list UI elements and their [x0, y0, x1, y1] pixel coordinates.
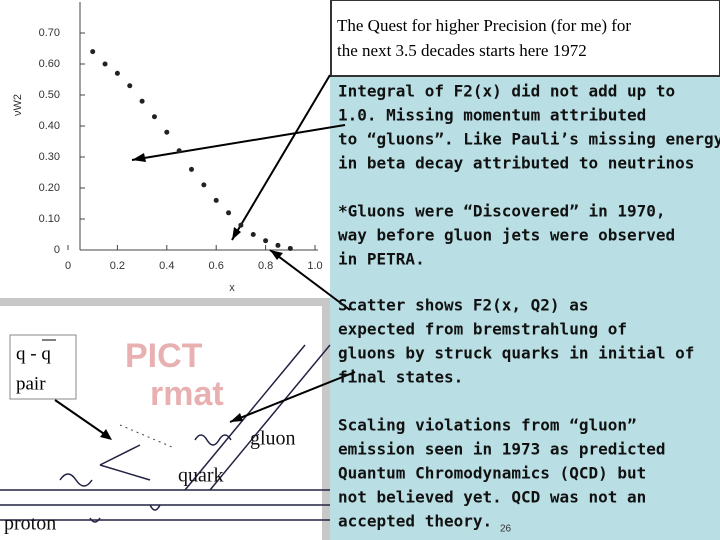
x-tick-label: 1.0 [307, 260, 322, 272]
placeholder-text: rmat [150, 375, 224, 413]
body-text: Integral of F2(x) did not add up to [338, 82, 675, 101]
data-point [114, 70, 120, 76]
y-tick-label: 0.60 [39, 58, 60, 70]
feynman-lines [0, 344, 331, 523]
data-point [164, 129, 170, 135]
body-text: gluons by struck quarks in initial of [338, 344, 694, 363]
x-tick-label: 0.2 [110, 260, 125, 272]
pair-box [9, 334, 77, 400]
title-box [330, 0, 720, 77]
proton-label: proton [4, 513, 56, 535]
quark-label: quark [178, 465, 224, 487]
y-tick-label: 0.20 [39, 182, 60, 194]
placeholder-text: PICT [125, 337, 203, 375]
data-point [250, 232, 256, 237]
data-point [189, 166, 194, 172]
y-tick-label: 0.30 [39, 151, 60, 163]
body-text: Scaling violations from “gluon” [338, 416, 637, 435]
y-tick-label: 0.10 [39, 213, 60, 225]
data-point [102, 61, 108, 67]
y-tick-label: 0.50 [39, 89, 60, 101]
plot-panel [0, 0, 330, 298]
data-point [201, 182, 207, 188]
y-axis-label: νW2 [12, 94, 24, 116]
x-axis-label: x [229, 282, 235, 294]
body-text: not believed yet. QCD was not an [338, 488, 646, 507]
body-text: *Gluons were “Discovered” in 1970, [338, 202, 666, 221]
body-text: accepted theory. [338, 512, 492, 531]
x-tick-label: 0.4 [159, 260, 174, 272]
x-tick-label: 0.8 [258, 260, 273, 272]
gluon-label: gluon [250, 428, 296, 450]
data-point [213, 197, 219, 203]
body-text: way before gluon jets were observed [338, 226, 675, 245]
data-point [263, 238, 269, 244]
title-line: The Quest for higher Precision (for me) … [337, 16, 631, 35]
page-number: 26 [500, 524, 512, 535]
data-point [275, 242, 281, 248]
data-point [90, 49, 96, 55]
data-point [238, 222, 244, 228]
body-text: Scatter shows F2(x, Q2) as [338, 296, 588, 315]
x-tick-label: 0 [65, 260, 71, 272]
y-tick-label: 0.40 [39, 120, 60, 132]
body-text: final states. [338, 368, 463, 387]
data-point [176, 148, 182, 154]
y-tick-label: 0 [54, 244, 60, 256]
arrow-heads [100, 153, 283, 440]
pair-label: q - q [16, 343, 51, 364]
data-point [226, 210, 232, 216]
x-tick-label: 0.6 [209, 260, 224, 272]
y-tick-label: 0.70 [39, 27, 60, 39]
pair-label: pair [16, 373, 46, 394]
body-text: in beta decay attributed to neutrinos [338, 154, 694, 173]
body-text: Quantum Chromodynamics (QCD) but [338, 464, 646, 483]
body-text: expected from bremstrahlung of [338, 320, 627, 339]
data-point [287, 245, 293, 251]
title-line: the next 3.5 decades starts here 1972 [337, 41, 587, 60]
data-point [139, 98, 145, 104]
body-text: emission seen in 1973 as predicted [338, 440, 666, 459]
data-point [127, 83, 133, 89]
body-text: in PETRA. [338, 250, 425, 269]
arrows [54, 74, 356, 439]
body-text: 1.0. Missing momentum attributed [338, 106, 646, 125]
data-point [151, 114, 157, 120]
body-text: to “gluons”. Like Pauli’s missing energy [338, 130, 720, 149]
